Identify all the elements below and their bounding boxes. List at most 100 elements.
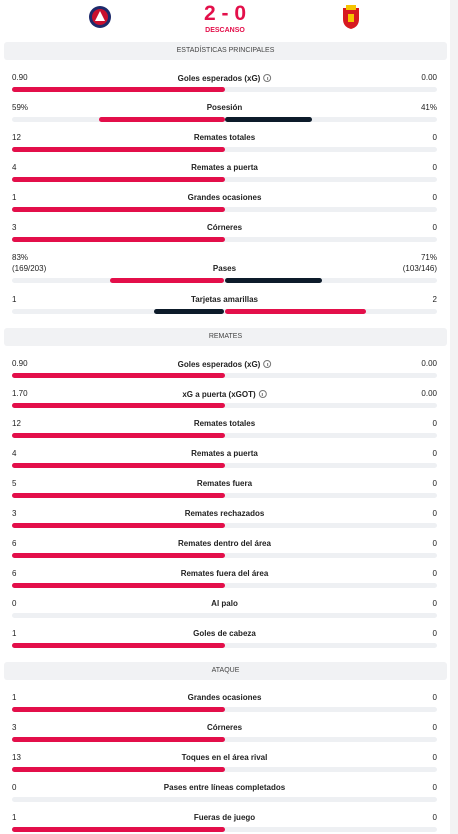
home-value: 1.70 [12,389,28,398]
away-value: 0 [432,193,437,202]
stat-label: Goles esperados (xG) [178,74,272,83]
home-bar [12,523,225,528]
away-value: 0 [432,753,437,762]
home-bar [12,493,225,498]
stat-label: Posesión [206,103,243,112]
home-bar [12,403,225,408]
bar-track [12,493,437,498]
away-value: 0 [432,163,437,172]
stat-label: Pases entre líneas completados [163,783,286,792]
home-value: 6 [12,539,17,548]
stat-label: Remates a puerta [191,163,258,172]
bar-track [12,433,437,438]
home-logo[interactable] [88,5,112,29]
stat-label: Remates totales [193,419,256,428]
stat-label: Remates totales [193,133,256,142]
home-value: 0.90 [12,359,28,368]
home-bar [12,767,225,772]
bar-track [12,613,437,618]
info-icon[interactable] [258,390,267,398]
section-header: ATAQUE [4,662,447,680]
away-detail: (103/146) [402,264,437,273]
bar-track [12,237,437,242]
info-icon[interactable] [263,360,272,368]
home-bar [12,553,225,558]
away-logo[interactable] [340,4,362,30]
home-bar [12,237,225,242]
stat-label: Córneres [206,723,243,732]
home-bar [12,177,225,182]
home-bar [12,373,225,378]
away-value: 0 [432,479,437,488]
bar-track [12,797,437,802]
away-value: 0.00 [421,389,437,398]
stat-label: Fueras de juego [193,813,256,822]
stat-label: Al palo [211,599,238,608]
away-value: 0 [432,723,437,732]
away-value: 0 [432,133,437,142]
away-value: 0 [432,539,437,548]
home-bar [12,433,225,438]
home-value: 1 [12,693,17,702]
away-bar [224,117,312,122]
match-status: DESCANSO [205,27,245,34]
home-value: 1 [12,295,17,304]
away-value: 0 [432,783,437,792]
home-value: 59% [12,103,29,112]
stat-label: Córneres [206,223,243,232]
stat-label: Grandes ocasiones [187,193,262,202]
home-bar [99,117,225,122]
score: 2 - 0 [203,2,247,25]
stat-label: Remates a puerta [191,449,258,458]
stat-label: Remates dentro del área [178,539,271,548]
bar-track [12,707,437,712]
away-value: 0.00 [421,359,437,368]
away-value: 0 [432,693,437,702]
home-bar [153,309,225,314]
bar-track [12,147,437,152]
away-value: 0 [432,569,437,578]
section-header: REMATES [4,328,447,346]
stat-label: Remates rechazados [184,509,265,518]
home-value: 1 [12,629,17,638]
bar-track [12,207,437,212]
bar-track [12,553,437,558]
section-header: ESTADÍSTICAS PRINCIPALES [4,42,447,60]
home-value: 4 [12,449,17,458]
bar-track [12,87,437,92]
stat-label: Pases [212,264,237,273]
home-value: 0.90 [12,73,28,82]
home-value: 3 [12,223,17,232]
stat-label: Remates fuera del área [180,569,269,578]
home-bar [12,583,225,588]
home-bar [12,643,225,648]
away-value: 0.00 [421,73,437,82]
home-value: 0 [12,783,17,792]
bar-track [12,583,437,588]
away-value: 71% [420,253,437,262]
away-value: 0 [432,223,437,232]
bar-track [12,737,437,742]
away-value: 0 [432,629,437,638]
away-value: 41% [420,103,437,112]
info-icon[interactable] [263,74,272,82]
stat-label: Tarjetas amarillas [190,295,259,304]
bar-track [12,463,437,468]
home-value: 1 [12,813,17,822]
home-bar [12,147,225,152]
stat-label: Goles esperados (xG) [178,360,272,369]
away-value: 0 [432,599,437,608]
scrollbar [450,0,458,834]
home-bar [12,87,225,92]
home-detail: (169/203) [12,264,47,273]
stat-label: Remates fuera [196,479,253,488]
home-value: 6 [12,569,17,578]
away-value: 0 [432,419,437,428]
bar-track [12,767,437,772]
home-value: 12 [12,133,21,142]
away-value: 2 [432,295,437,304]
home-bar [12,463,225,468]
bar-track [12,827,437,832]
away-value: 0 [432,449,437,458]
